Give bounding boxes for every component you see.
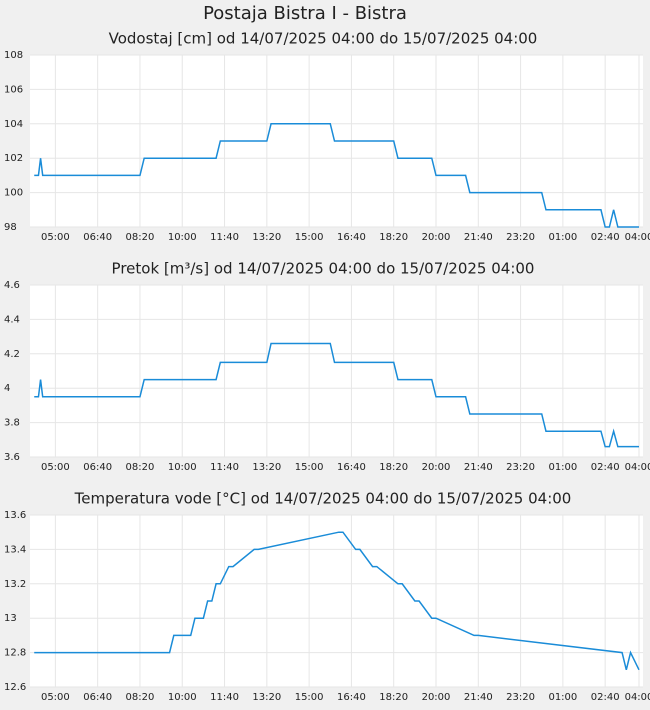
x-tick-label: 15:00: [295, 462, 324, 473]
x-tick-label: 18:20: [379, 692, 408, 703]
x-tick-label: 05:00: [41, 692, 70, 703]
y-tick-label: 13.4: [4, 544, 26, 555]
x-tick-label: 04:00: [625, 692, 650, 703]
x-tick-label: 23:20: [506, 232, 535, 243]
x-tick-label: 18:20: [379, 462, 408, 473]
x-tick-label: 10:00: [168, 462, 197, 473]
x-tick-label: 08:20: [126, 462, 155, 473]
x-tick-label: 15:00: [295, 232, 324, 243]
y-tick-label: 12.8: [4, 648, 26, 659]
x-tick-label: 13:20: [252, 692, 281, 703]
x-tick-label: 23:20: [506, 462, 535, 473]
y-tick-label: 3.6: [4, 452, 20, 463]
page-title: Postaja Bistra I - Bistra: [203, 3, 407, 24]
x-tick-label: 15:00: [295, 692, 324, 703]
y-tick-label: 102: [4, 153, 23, 164]
x-tick-label: 13:20: [252, 232, 281, 243]
x-tick-label: 06:40: [83, 232, 112, 243]
x-tick-label: 05:00: [41, 462, 70, 473]
x-tick-label: 20:00: [422, 692, 451, 703]
y-tick-label: 4.4: [4, 314, 20, 325]
chart-title: Pretok [m³/s] od 14/07/2025 04:00 do 15/…: [112, 260, 535, 278]
x-tick-label: 11:40: [210, 462, 239, 473]
x-tick-label: 08:20: [126, 692, 155, 703]
y-tick-label: 12.6: [4, 682, 26, 693]
x-tick-label: 16:40: [337, 692, 366, 703]
y-tick-label: 4: [4, 383, 10, 394]
data-line: [34, 531, 640, 671]
x-tick-label: 20:00: [422, 232, 451, 243]
plot-area: [30, 285, 643, 457]
x-tick-label: 11:40: [210, 692, 239, 703]
x-tick-label: 05:00: [41, 232, 70, 243]
y-tick-label: 100: [4, 188, 23, 199]
y-tick-label: 4.6: [4, 280, 20, 291]
x-tick-label: 21:40: [464, 232, 493, 243]
y-tick-label: 108: [4, 50, 23, 61]
y-tick-label: 13.6: [4, 510, 26, 521]
x-tick-label: 04:00: [625, 232, 650, 243]
x-tick-label: 04:00: [625, 462, 650, 473]
data-line: [34, 342, 639, 448]
y-tick-label: 13: [4, 613, 17, 624]
y-tick-label: 13.2: [4, 579, 26, 590]
plot-area: [30, 515, 643, 687]
x-tick-label: 20:00: [422, 462, 451, 473]
x-tick-label: 23:20: [506, 692, 535, 703]
y-tick-label: 3.8: [4, 418, 20, 429]
x-tick-label: 01:00: [548, 692, 577, 703]
chart-title: Temperatura vode [°C] od 14/07/2025 04:0…: [74, 490, 572, 508]
x-tick-label: 16:40: [337, 232, 366, 243]
y-tick-label: 4.2: [4, 349, 20, 360]
y-tick-label: 106: [4, 84, 23, 95]
x-tick-label: 06:40: [83, 692, 112, 703]
x-tick-label: 21:40: [464, 692, 493, 703]
y-tick-label: 104: [4, 119, 23, 130]
x-tick-label: 13:20: [252, 462, 281, 473]
x-tick-label: 11:40: [210, 232, 239, 243]
x-tick-label: 02:40: [591, 692, 620, 703]
x-tick-label: 10:00: [168, 232, 197, 243]
y-tick-label: 98: [4, 222, 17, 233]
x-tick-label: 01:00: [548, 462, 577, 473]
x-tick-label: 21:40: [464, 462, 493, 473]
x-tick-label: 08:20: [126, 232, 155, 243]
chart-title: Vodostaj [cm] od 14/07/2025 04:00 do 15/…: [109, 30, 538, 48]
x-tick-label: 06:40: [83, 462, 112, 473]
x-tick-label: 02:40: [591, 462, 620, 473]
x-tick-label: 02:40: [591, 232, 620, 243]
x-tick-label: 16:40: [337, 462, 366, 473]
x-tick-label: 01:00: [548, 232, 577, 243]
x-tick-label: 18:20: [379, 232, 408, 243]
x-tick-label: 10:00: [168, 692, 197, 703]
data-line: [34, 123, 639, 228]
